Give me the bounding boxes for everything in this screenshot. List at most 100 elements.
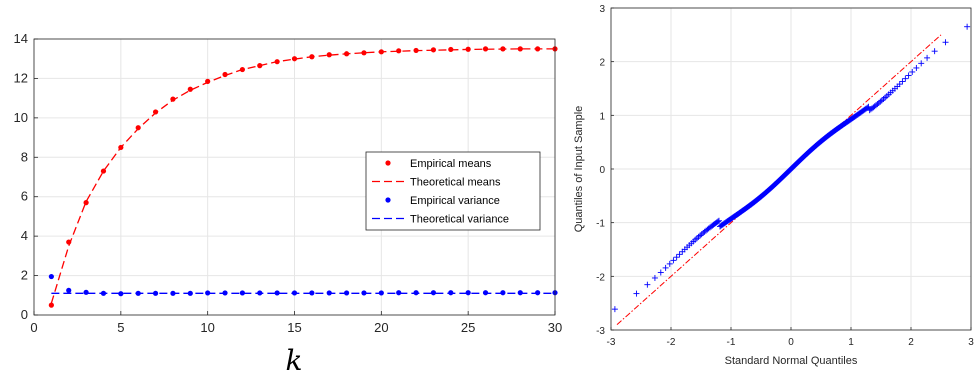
right-ticks: -3 -2 -1 0 1 2 3 -3 -2 -1 0 1 2 3 bbox=[596, 4, 974, 348]
data-point-empirical-means bbox=[83, 200, 89, 206]
data-point-empirical-variance bbox=[517, 290, 523, 296]
data-point-empirical-variance bbox=[309, 290, 315, 296]
data-point-empirical-means bbox=[448, 46, 454, 53]
qq-point bbox=[611, 306, 618, 313]
y-tick-label: 0 bbox=[21, 307, 28, 322]
data-point-empirical-variance bbox=[291, 290, 298, 296]
right-y-axis-label: Quantiles of Input Sample bbox=[573, 106, 585, 233]
data-point-empirical-variance bbox=[152, 290, 159, 296]
qq-point bbox=[676, 251, 683, 258]
data-point-empirical-means bbox=[413, 47, 419, 54]
y-tick-label: 8 bbox=[21, 149, 28, 164]
y-tick-label: 1 bbox=[599, 111, 605, 122]
data-point-empirical-variance bbox=[205, 290, 211, 296]
data-point-empirical-means bbox=[118, 144, 124, 151]
x-tick-label: -3 bbox=[607, 337, 616, 348]
data-point-empirical-variance bbox=[170, 290, 176, 296]
y-tick-label: 10 bbox=[14, 110, 28, 125]
y-tick-label: 4 bbox=[21, 228, 28, 243]
data-point-empirical-means bbox=[482, 46, 489, 52]
y-tick-label: -3 bbox=[596, 326, 605, 337]
data-point-empirical-means bbox=[239, 66, 245, 73]
data-point-empirical-means bbox=[100, 168, 107, 174]
left-ticks: 0 5 10 15 20 25 30 0 2 4 6 8 10 12 14 bbox=[14, 31, 563, 335]
qq-point bbox=[666, 260, 673, 267]
x-tick-label: -1 bbox=[727, 337, 736, 348]
data-point-empirical-means bbox=[135, 125, 141, 131]
qq-point bbox=[918, 60, 925, 67]
qq-point bbox=[673, 254, 680, 261]
data-point-empirical-means bbox=[66, 239, 72, 245]
data-point-empirical-variance bbox=[378, 290, 384, 296]
qq-point bbox=[942, 39, 949, 46]
data-point-empirical-means bbox=[170, 96, 176, 102]
reference-line bbox=[616, 34, 942, 326]
data-point-empirical-means bbox=[465, 46, 471, 52]
data-point-empirical-variance bbox=[344, 290, 350, 296]
qq-point bbox=[714, 218, 721, 225]
data-point-empirical-means bbox=[361, 50, 367, 56]
x-tick-label: 15 bbox=[287, 320, 301, 335]
qq-point bbox=[644, 281, 651, 288]
x-tick-label: 10 bbox=[200, 320, 214, 335]
qq-point bbox=[902, 75, 909, 82]
y-tick-label: 14 bbox=[14, 31, 28, 46]
data-point-empirical-means bbox=[500, 46, 506, 52]
qq-point bbox=[931, 48, 938, 55]
data-point-empirical-means bbox=[274, 59, 280, 65]
x-tick-label: 25 bbox=[461, 320, 475, 335]
qq-point bbox=[670, 257, 677, 264]
data-point-empirical-means bbox=[326, 52, 332, 58]
right-chart: -3 -2 -1 0 1 2 3 -3 -2 -1 0 1 2 3 Standard Normal Qua… bbox=[573, 4, 974, 367]
data-point-empirical-variance bbox=[187, 290, 193, 296]
x-tick-label: 3 bbox=[968, 337, 974, 348]
right-x-axis-label: Standard Normal Quantiles bbox=[725, 355, 858, 367]
legend-marker-empirical-variance bbox=[385, 197, 391, 203]
legend-box bbox=[365, 151, 541, 231]
qq-point bbox=[877, 98, 884, 105]
data-point-empirical-variance bbox=[535, 290, 541, 296]
x-tick-label: 2 bbox=[908, 337, 914, 348]
legend: Empirical means Theoretical means Empirica… bbox=[365, 151, 541, 231]
legend-marker-empirical-means bbox=[385, 160, 391, 166]
qq-point bbox=[875, 99, 882, 106]
x-tick-label: 20 bbox=[374, 320, 388, 335]
data-point-empirical-variance bbox=[66, 287, 72, 293]
qq-point bbox=[697, 232, 704, 239]
y-tick-label: 6 bbox=[21, 189, 28, 204]
data-point-empirical-means bbox=[187, 86, 193, 92]
data-point-empirical-means bbox=[257, 63, 263, 69]
x-tick-label: 5 bbox=[117, 320, 124, 335]
data-point-empirical-variance bbox=[326, 290, 332, 296]
left-x-axis-label: k bbox=[286, 344, 303, 374]
data-point-empirical-variance bbox=[482, 290, 489, 296]
data-point-empirical-means bbox=[378, 49, 384, 55]
data-point-empirical-means bbox=[535, 46, 541, 52]
data-point-empirical-variance bbox=[361, 290, 367, 296]
right-data bbox=[611, 23, 971, 326]
data-point-empirical-variance bbox=[257, 290, 263, 296]
left-chart: 0 5 10 15 20 25 30 0 2 4 6 8 10 12 14 k Empirical mean… bbox=[14, 31, 563, 374]
qq-point bbox=[651, 274, 658, 281]
data-point-empirical-variance bbox=[413, 290, 419, 296]
data-point-empirical-variance bbox=[222, 290, 228, 296]
data-point-empirical-variance bbox=[48, 273, 54, 280]
y-tick-label: 0 bbox=[599, 165, 605, 176]
qq-point bbox=[896, 81, 903, 88]
data-point-empirical-variance bbox=[430, 290, 437, 296]
data-point-empirical-variance bbox=[83, 289, 89, 295]
data-point-empirical-means bbox=[152, 109, 159, 115]
legend-label-theoretical-means: Theoretical means bbox=[410, 177, 501, 189]
x-tick-label: 30 bbox=[548, 320, 562, 335]
data-point-empirical-means bbox=[430, 47, 437, 53]
y-tick-label: 2 bbox=[599, 58, 605, 69]
data-point-empirical-variance bbox=[239, 290, 245, 296]
y-tick-label: 3 bbox=[599, 4, 605, 15]
y-tick-label: -2 bbox=[596, 272, 605, 283]
data-point-empirical-variance bbox=[448, 290, 454, 296]
qq-point bbox=[715, 217, 722, 224]
data-point-empirical-variance bbox=[118, 291, 124, 297]
data-point-empirical-means bbox=[291, 56, 298, 62]
legend-label-empirical-variance: Empirical variance bbox=[410, 195, 500, 207]
